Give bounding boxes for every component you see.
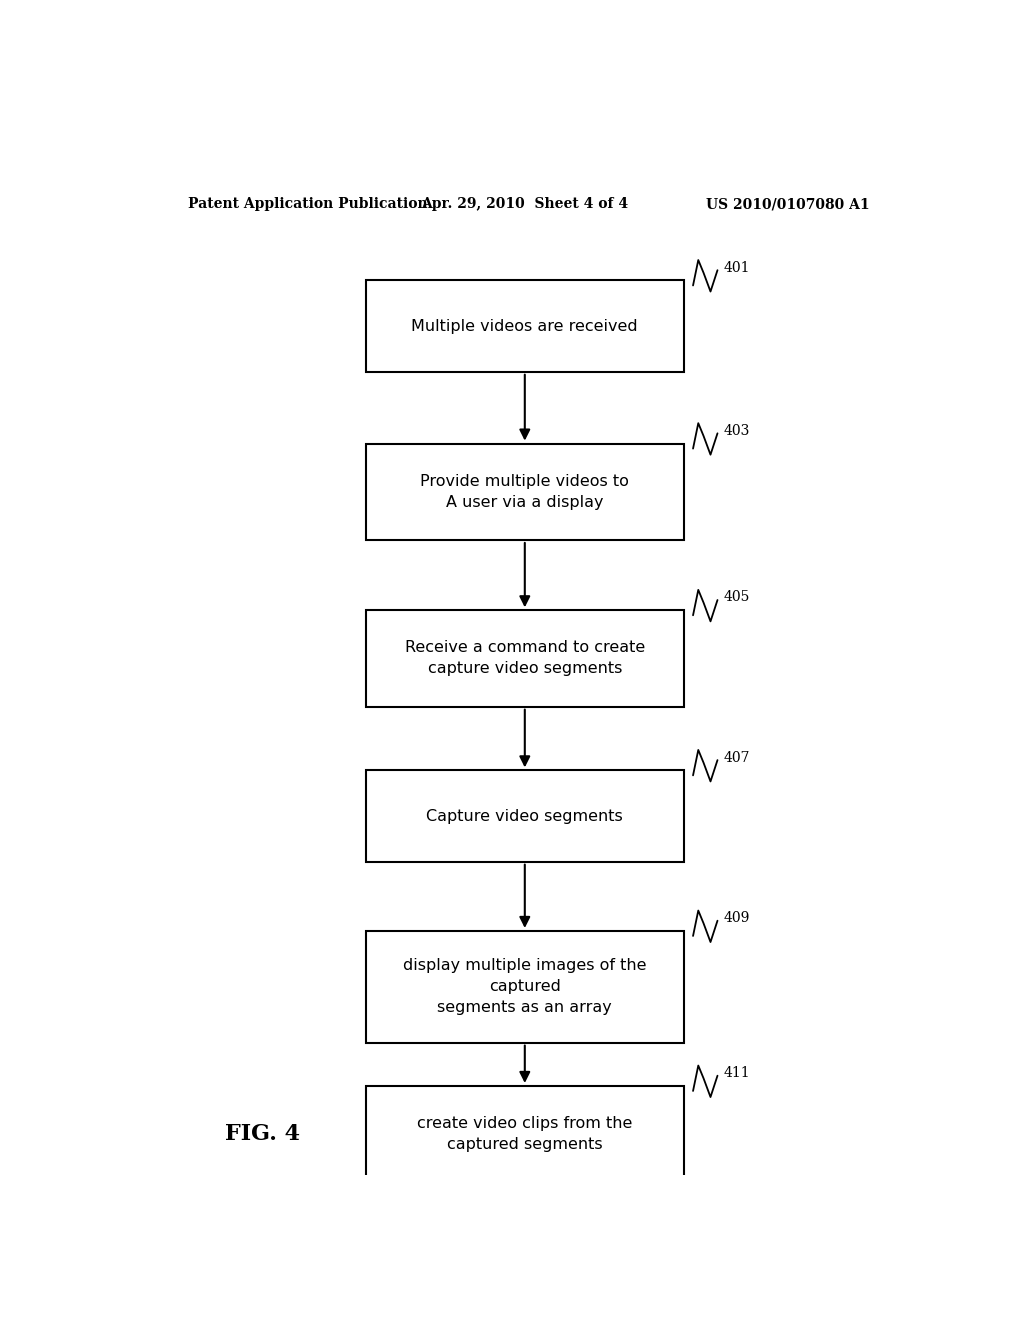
Text: Capture video segments: Capture video segments bbox=[426, 809, 624, 824]
Bar bbox=[367, 771, 684, 862]
Bar bbox=[367, 280, 684, 372]
Text: Apr. 29, 2010  Sheet 4 of 4: Apr. 29, 2010 Sheet 4 of 4 bbox=[421, 197, 629, 211]
Text: display multiple images of the
captured
segments as an array: display multiple images of the captured … bbox=[403, 958, 646, 1015]
Text: 411: 411 bbox=[723, 1067, 750, 1080]
Bar bbox=[367, 1086, 684, 1183]
Text: 401: 401 bbox=[723, 260, 750, 275]
Text: Receive a command to create
capture video segments: Receive a command to create capture vide… bbox=[404, 640, 645, 676]
Text: Patent Application Publication: Patent Application Publication bbox=[187, 197, 427, 211]
Text: create video clips from the
captured segments: create video clips from the captured seg… bbox=[417, 1117, 633, 1152]
Text: FIG. 4: FIG. 4 bbox=[225, 1123, 300, 1146]
Text: US 2010/0107080 A1: US 2010/0107080 A1 bbox=[707, 197, 870, 211]
Text: 403: 403 bbox=[723, 424, 750, 438]
Bar bbox=[367, 931, 684, 1043]
Bar bbox=[367, 444, 684, 540]
Text: Multiple videos are received: Multiple videos are received bbox=[412, 318, 638, 334]
Bar bbox=[367, 610, 684, 706]
Text: Provide multiple videos to
A user via a display: Provide multiple videos to A user via a … bbox=[421, 474, 629, 510]
Text: 407: 407 bbox=[723, 751, 750, 764]
Text: 409: 409 bbox=[723, 911, 750, 925]
Text: 405: 405 bbox=[723, 590, 750, 605]
